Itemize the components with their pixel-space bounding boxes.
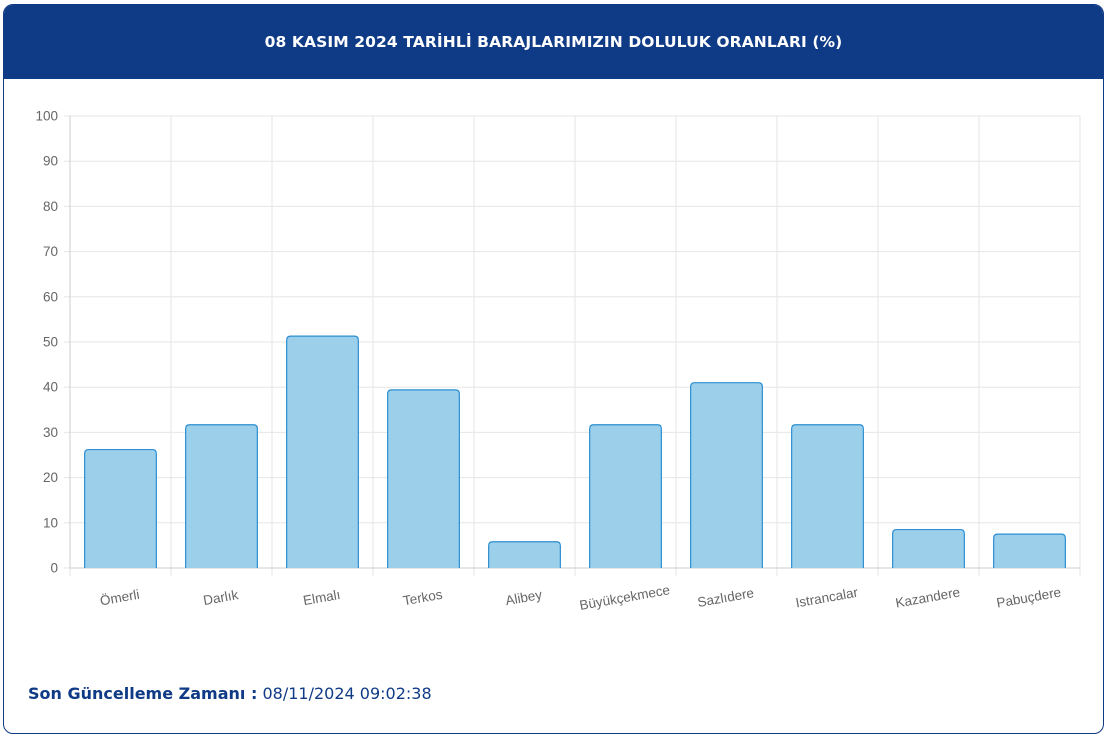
- x-tick-label: Pabuçdere: [995, 585, 1062, 611]
- y-tick-label: 50: [43, 335, 58, 350]
- x-tick-label: Alibey: [504, 587, 543, 608]
- bar-8: [791, 424, 864, 568]
- y-tick-label: 40: [43, 380, 58, 395]
- bar-3: [286, 335, 359, 568]
- bar-5: [488, 541, 561, 568]
- x-tick-label: Istrancalar: [794, 585, 859, 611]
- last-updated: Son Güncelleme Zamanı : 08/11/2024 09:02…: [28, 684, 432, 703]
- bar-4: [387, 389, 460, 568]
- bar-7: [690, 382, 763, 568]
- y-tick-label: 100: [35, 109, 58, 124]
- y-tick-label: 80: [43, 199, 58, 214]
- y-tick-label: 70: [43, 244, 58, 259]
- bar-6: [589, 424, 662, 568]
- x-tick-label: Elmalı: [302, 587, 342, 608]
- bar-chart: 0 10 20 30 40 50 60 70 80 90 100 Ömerli Darlık Elmalı…: [35, 109, 1081, 613]
- x-tick-label: Ömerli: [99, 587, 141, 609]
- chart-title: 08 KASIM 2024 TARİHLİ BARAJLARIMIZIN DOL…: [264, 33, 843, 51]
- card-header: 08 KASIM 2024 TARİHLİ BARAJLARIMIZIN DOL…: [4, 5, 1103, 79]
- y-tick-label: 0: [50, 561, 58, 576]
- y-tick-label: 10: [43, 515, 58, 530]
- chart-card: 08 KASIM 2024 TARİHLİ BARAJLARIMIZIN DOL…: [3, 4, 1104, 734]
- last-updated-value: 08/11/2024 09:02:38: [262, 684, 432, 703]
- y-tick-label: 60: [43, 289, 58, 304]
- bar-9: [892, 528, 965, 568]
- y-tick-label: 90: [43, 154, 58, 169]
- x-tick-label: Terkos: [402, 587, 444, 609]
- y-tick-label: 30: [43, 425, 58, 440]
- y-tick-label: 20: [43, 470, 58, 485]
- x-tick-label: Kazandere: [894, 585, 961, 611]
- x-tick-label: Büyükçekmece: [578, 582, 671, 613]
- bar-1: [84, 448, 157, 568]
- x-tick-label: Darlık: [202, 587, 240, 608]
- last-updated-label: Son Güncelleme Zamanı :: [28, 684, 258, 703]
- x-tick-label: Sazlıdere: [696, 585, 755, 610]
- bar-2: [185, 424, 258, 568]
- bar-10: [993, 533, 1066, 568]
